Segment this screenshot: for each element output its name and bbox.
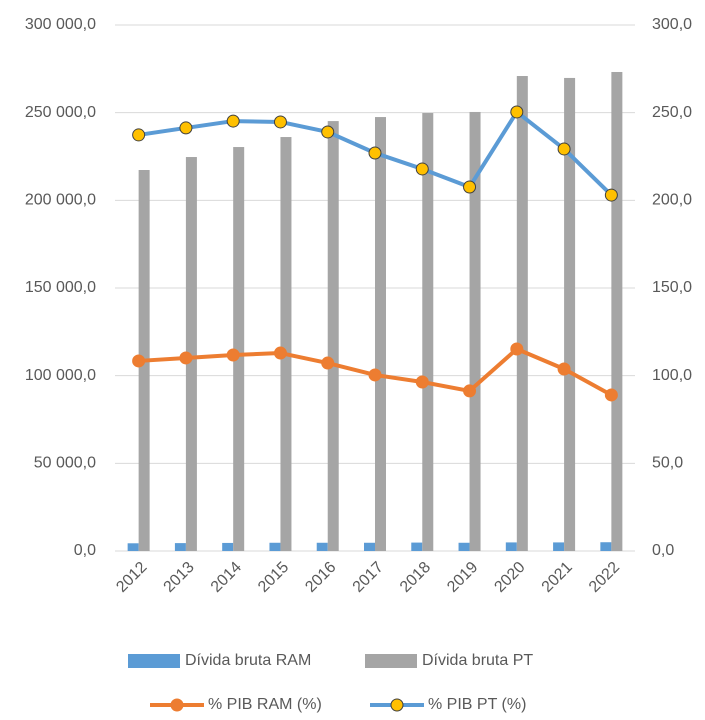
legend-marker	[170, 698, 184, 712]
bar	[422, 113, 434, 551]
legend-swatch	[365, 654, 417, 668]
bar	[505, 542, 517, 551]
bar	[174, 543, 186, 551]
line-marker	[415, 375, 429, 389]
y2-tick-label: 200,0	[652, 192, 692, 209]
line-marker	[557, 362, 571, 376]
line-marker	[463, 180, 477, 194]
legend-swatch	[128, 654, 180, 668]
y-tick-label: 250 000,0	[25, 104, 96, 121]
y-tick-label: 50 000,0	[34, 455, 96, 472]
line-marker	[273, 346, 287, 360]
line-marker	[321, 356, 335, 370]
bar	[411, 542, 423, 551]
y-tick-label: 300 000,0	[25, 16, 96, 33]
line-marker	[557, 142, 571, 156]
line-marker	[132, 128, 146, 142]
line-marker	[415, 162, 429, 176]
legend-marker	[390, 698, 404, 712]
y2-tick-label: 300,0	[652, 16, 692, 33]
bar	[611, 71, 623, 552]
line-marker	[132, 354, 146, 368]
line-marker	[226, 114, 240, 128]
y-tick-label: 150 000,0	[25, 279, 96, 296]
x-tick-label: 2020	[491, 559, 528, 596]
line-marker	[510, 342, 524, 356]
bar	[185, 157, 197, 551]
x-tick-label: 2012	[113, 559, 150, 596]
bar	[564, 77, 576, 551]
line-marker	[463, 384, 477, 398]
x-tick-label: 2014	[208, 559, 245, 596]
bar	[327, 121, 339, 551]
x-tick-label: 2019	[444, 559, 481, 596]
legend-label: % PIB PT (%)	[428, 696, 526, 713]
x-tick-label: 2018	[397, 559, 434, 596]
bar	[364, 542, 375, 551]
legend-label: Dívida bruta PT	[422, 652, 533, 669]
x-tick-label: 2013	[161, 559, 198, 596]
y-tick-label: 0,0	[74, 542, 96, 559]
bar	[600, 542, 612, 551]
bar	[458, 542, 470, 551]
x-tick-label: 2016	[302, 559, 339, 596]
y2-tick-label: 250,0	[652, 104, 692, 121]
bar	[316, 542, 328, 551]
y2-tick-label: 150,0	[652, 279, 692, 296]
line-marker	[179, 121, 193, 135]
line-marker	[321, 125, 335, 139]
y2-tick-label: 100,0	[652, 367, 692, 384]
bar	[469, 111, 481, 551]
bar	[516, 76, 528, 551]
line-marker	[273, 115, 287, 129]
line-marker	[604, 388, 618, 402]
line-marker	[510, 105, 524, 119]
x-tick-label: 2015	[255, 559, 292, 596]
line-marker	[604, 188, 618, 202]
line-marker	[368, 368, 382, 382]
bar	[222, 542, 234, 551]
y-tick-label: 200 000,0	[25, 192, 96, 209]
bar	[233, 147, 245, 552]
bar	[375, 117, 386, 552]
legend-label: Dívida bruta RAM	[185, 652, 311, 669]
line-marker	[368, 146, 382, 160]
x-tick-label: 2021	[539, 559, 576, 596]
bar	[280, 137, 292, 551]
line-marker	[179, 351, 193, 365]
x-tick-label: 2022	[586, 559, 623, 596]
bar	[553, 542, 565, 551]
y-tick-label: 100 000,0	[25, 367, 96, 384]
bar	[269, 542, 281, 551]
bar	[127, 543, 139, 551]
legend-label: % PIB RAM (%)	[208, 696, 322, 713]
y2-tick-label: 0,0	[652, 542, 674, 559]
line-marker	[226, 348, 240, 362]
x-tick-label: 2017	[350, 559, 387, 596]
y2-tick-label: 50,0	[652, 455, 683, 472]
